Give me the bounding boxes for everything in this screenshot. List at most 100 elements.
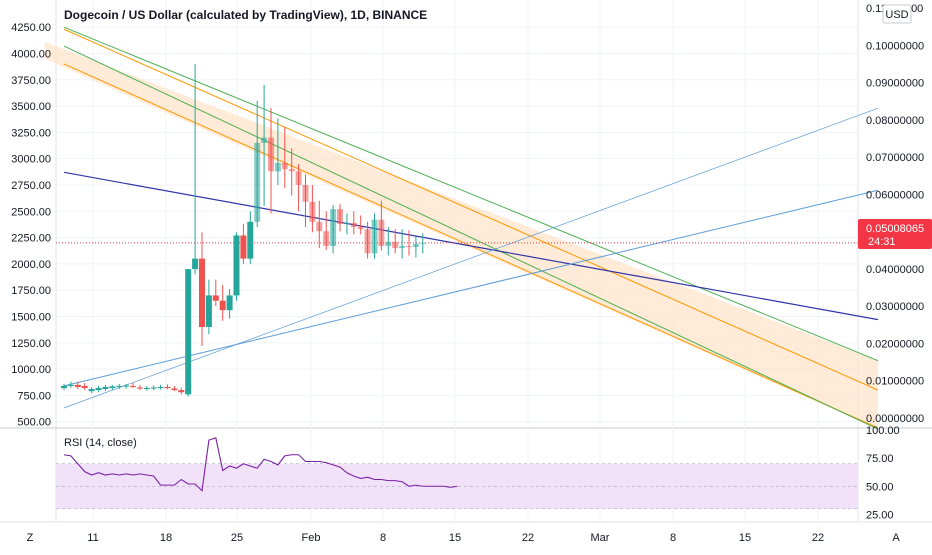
right-axis-tick: 0.06000000 — [866, 189, 924, 201]
left-axis-tick: 1750.00 — [11, 285, 51, 297]
left-axis-tick: 2500.00 — [11, 206, 51, 218]
candle-body — [205, 295, 212, 327]
candle-body — [295, 171, 302, 185]
right-axis-tick: 0.03000000 — [866, 301, 924, 313]
right-axis-tick: 0.08000000 — [866, 115, 924, 127]
trend-light-steep-line — [63, 107, 879, 409]
left-axis-tick: 2250.00 — [11, 233, 51, 245]
left-axis-tick: 2750.00 — [11, 180, 51, 192]
rsi-axis-tick: 50.00 — [866, 481, 894, 493]
candle-body — [178, 390, 185, 393]
left-axis-tick: 3250.00 — [11, 127, 51, 139]
rsi-axis-tick: 25.00 — [866, 509, 894, 521]
rsi-axis-tick: 75.00 — [866, 453, 894, 465]
candle-body — [116, 385, 123, 387]
candle-body — [123, 385, 130, 387]
channel-mid-upper-line — [63, 28, 879, 391]
candle-body — [309, 201, 316, 222]
candle-body — [371, 219, 378, 254]
candle-body — [343, 222, 350, 224]
time-axis-tick: 15 — [449, 532, 461, 544]
candle-body — [357, 227, 364, 230]
right-axis-tick: 0.09000000 — [866, 78, 924, 90]
auto-scale-button[interactable]: A — [892, 532, 900, 544]
candle-body — [150, 387, 157, 389]
time-axis-tick: Feb — [302, 532, 321, 544]
candle-body — [247, 221, 254, 259]
candle-body — [109, 386, 116, 389]
left-axis-tick: 3000.00 — [11, 154, 51, 166]
drawings-layer[interactable] — [44, 26, 879, 430]
candles-layer — [61, 63, 426, 397]
right-axis-tick: 0.04000000 — [866, 264, 924, 276]
trend-dark-line — [63, 171, 879, 321]
time-axis-tick: 22 — [812, 532, 824, 544]
candle-body — [157, 386, 164, 388]
candle-body — [219, 300, 226, 311]
right-axis-tick: 0.10000000 — [866, 40, 924, 52]
candle-body — [261, 137, 268, 143]
time-axis-tick: 22 — [522, 532, 534, 544]
right-axis-tick: 0.01000000 — [866, 376, 924, 388]
candle-body — [81, 385, 88, 389]
candle-body — [233, 235, 240, 296]
chart-title: Dogecoin / US Dollar (calculated by Trad… — [64, 8, 427, 22]
time-axis-tick: 11 — [87, 532, 98, 544]
candle-body — [74, 384, 81, 387]
left-axis-tick: 1500.00 — [11, 311, 51, 323]
right-axis-tick: 0.02000000 — [866, 338, 924, 350]
left-axis-tick: 3500.00 — [11, 101, 51, 113]
candle-body — [143, 388, 150, 390]
candle-body — [192, 258, 199, 270]
candle-body — [212, 295, 219, 301]
time-axis-tick: 25 — [231, 532, 243, 544]
candle-body — [281, 162, 288, 170]
candle-body — [67, 384, 74, 386]
candle-body — [350, 222, 357, 228]
time-axis-tick: 18 — [160, 532, 172, 544]
rsi-axis-tick: 100.00 — [866, 425, 900, 437]
candle-body — [88, 389, 95, 392]
candle-body — [130, 385, 136, 387]
time-axis-tick: 8 — [670, 532, 676, 544]
candle-body — [185, 269, 192, 395]
channel-upper-line — [63, 26, 879, 362]
currency-label: USD — [885, 9, 908, 21]
rsi-layer — [56, 437, 858, 510]
currency-button[interactable]: USD — [882, 4, 912, 24]
candle-body — [302, 184, 309, 202]
candle-body — [399, 245, 406, 249]
left-axis-tick: 1250.00 — [11, 338, 51, 350]
left-axis-tick: 4000.00 — [11, 48, 51, 60]
price-badge-countdown: 24:31 — [868, 236, 896, 248]
time-axis-tick: Mar — [591, 532, 610, 544]
candle-body — [412, 243, 419, 248]
candle-body — [240, 235, 247, 259]
left-axis-tick: 1000.00 — [11, 364, 51, 376]
candle-body — [136, 387, 143, 389]
channel-fill — [44, 41, 879, 430]
candle-body — [61, 385, 67, 389]
candle-body — [288, 169, 295, 172]
candle-body — [226, 295, 233, 311]
rsi-line — [63, 437, 458, 492]
left-axis-tick: 750.00 — [17, 390, 51, 402]
price-badge: 0.05008065 24:31 — [858, 219, 932, 249]
channel-lower-line — [63, 45, 879, 430]
candle-body — [364, 229, 371, 254]
rsi-label: RSI (14, close) — [64, 437, 137, 449]
right-axis-tick: 0.07000000 — [866, 152, 924, 164]
candle-body — [419, 242, 426, 244]
candle-body — [406, 245, 412, 248]
timezone-z-button[interactable]: Z — [27, 532, 34, 544]
candle-body — [378, 219, 385, 246]
candle-body — [171, 388, 178, 391]
candle-body — [164, 386, 171, 389]
left-axis-tick: 3750.00 — [11, 75, 51, 87]
left-axis-tick: 500.00 — [17, 417, 51, 429]
trend-light-shallow-line — [63, 189, 879, 387]
candle-body — [268, 137, 274, 172]
price-badge-value: 0.05008065 — [866, 223, 924, 235]
candle-body — [385, 241, 392, 246]
